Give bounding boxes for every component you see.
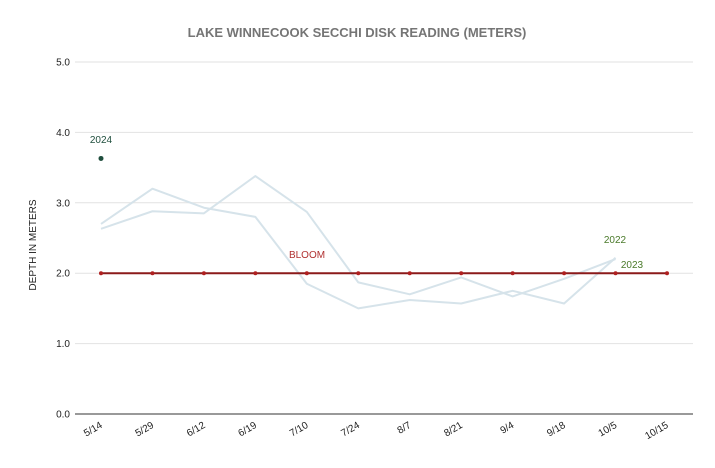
x-tick-label: 5/14 [82, 420, 105, 439]
annotation-2022: 2022 [604, 235, 627, 246]
bloom-point [356, 271, 361, 276]
x-tick-label: 6/19 [237, 420, 260, 439]
y-tick-label: 0.0 [56, 410, 70, 421]
x-tick-label: 5/29 [134, 420, 157, 439]
x-tick-label: 10/5 [597, 420, 620, 439]
bloom-point [407, 271, 412, 276]
annotation-bloom: BLOOM [289, 250, 325, 261]
y-tick-label: 1.0 [56, 339, 70, 350]
x-tick-label: 7/10 [288, 420, 311, 439]
bloom-point [665, 271, 669, 276]
bloom-point [459, 271, 464, 276]
y-axis-label: DEPTH IN METERS [28, 199, 39, 290]
x-tick-label: 8/21 [442, 420, 465, 439]
x-tick-label: 8/7 [396, 420, 414, 437]
bloom-point [613, 271, 618, 276]
x-tick-label: 9/4 [499, 420, 517, 437]
bloom-point [201, 271, 206, 276]
x-tick-label: 9/18 [545, 420, 568, 439]
bloom-point [99, 271, 103, 276]
annotation-2023: 2023 [621, 260, 644, 271]
grid-layer [75, 61, 693, 415]
x-tick-label: 6/12 [185, 420, 208, 439]
series-point-2024 [98, 155, 104, 161]
bloom-point [150, 271, 155, 276]
bloom-point [304, 271, 309, 276]
annotation-2024: 2024 [90, 135, 113, 146]
series-line-2023 [100, 175, 616, 298]
y-tick-labels: 0.0 1.0 2.0 3.0 4.0 5.0 [56, 58, 70, 421]
x-tick-label: 10/15 [643, 420, 671, 442]
x-tick-labels: 5/14 5/29 6/12 6/19 7/10 7/24 8/7 8/21 9/4 9/18 10… [82, 420, 671, 442]
series-layer [98, 155, 669, 310]
bloom-point [253, 271, 258, 276]
annotation-layer: 2024 BLOOM 2022 2023 [90, 135, 644, 271]
bloom-point [510, 271, 515, 276]
y-tick-label: 5.0 [56, 58, 70, 69]
series-line-2022 [100, 187, 617, 310]
y-tick-label: 3.0 [56, 198, 70, 209]
chart-title: LAKE WINNECOOK SECCHI DISK READING (METE… [188, 25, 527, 40]
x-tick-label: 7/24 [339, 420, 362, 439]
y-tick-label: 2.0 [56, 269, 70, 280]
bloom-point [562, 271, 567, 276]
y-tick-label: 4.0 [56, 128, 70, 139]
